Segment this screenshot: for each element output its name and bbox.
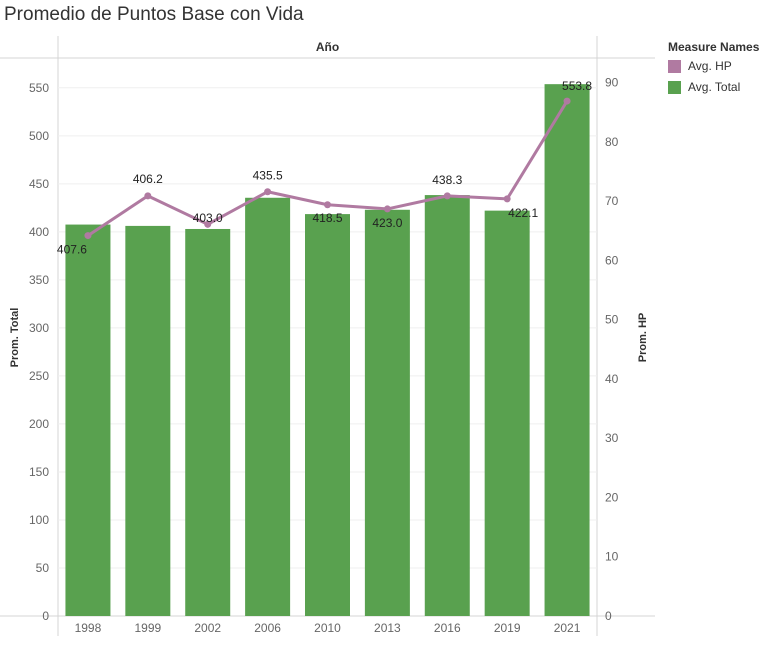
data-label: 438.3 [432, 173, 462, 187]
y-tick-label: 0 [42, 609, 49, 623]
data-label: 406.2 [133, 172, 163, 186]
y-tick-label: 150 [29, 465, 49, 479]
y2-tick-label: 20 [605, 490, 619, 504]
y-tick-label: 100 [29, 513, 49, 527]
bar-2006 [245, 197, 291, 616]
legend-swatch-avg-total [668, 80, 681, 94]
y2-axis-title: Prom. HP [637, 313, 649, 363]
y-tick-label: 50 [36, 561, 50, 575]
y2-tick-label: 60 [605, 253, 619, 267]
legend-title: Measure Names [668, 40, 760, 54]
y-tick-label: 300 [29, 321, 49, 335]
x-tick-label: 2010 [314, 621, 341, 635]
y2-tick-label: 50 [605, 313, 619, 327]
hp-point-2021 [563, 97, 571, 105]
data-label: 435.5 [253, 169, 283, 183]
hp-point-2019 [503, 195, 511, 203]
data-label: 418.5 [312, 211, 342, 225]
y2-tick-label: 80 [605, 135, 619, 149]
bar-2013 [364, 209, 410, 616]
y2-tick-label: 40 [605, 372, 619, 386]
y-tick-label: 450 [29, 177, 49, 191]
y-tick-label: 400 [29, 225, 49, 239]
data-label: 553.8 [562, 79, 592, 93]
y2-tick-label: 30 [605, 431, 619, 445]
bar-1998 [65, 224, 111, 616]
hp-point-2013 [383, 205, 391, 213]
hp-point-2002 [204, 220, 212, 228]
data-label: 407.6 [57, 243, 87, 257]
bar-2019 [484, 210, 530, 617]
data-label: 403.0 [193, 211, 223, 225]
hp-point-2016 [443, 192, 451, 200]
legend-item-avg-total[interactable]: Avg. Total [668, 80, 759, 94]
x-tick-label: 2006 [254, 621, 281, 635]
data-label: 423.0 [372, 216, 402, 230]
bar-2002 [185, 228, 231, 617]
x-tick-label: 2002 [194, 621, 221, 635]
y-tick-label: 350 [29, 273, 49, 287]
x-tick-label: 1999 [134, 621, 161, 635]
y-tick-label: 250 [29, 369, 49, 383]
y2-tick-label: 0 [605, 609, 612, 623]
bar-1999 [125, 225, 171, 616]
y2-tick-label: 10 [605, 550, 619, 564]
legend-label-avg-hp: Avg. HP [688, 59, 732, 73]
x-tick-label: 2013 [374, 621, 401, 635]
y2-tick-label: 70 [605, 194, 619, 208]
hp-point-2010 [324, 201, 331, 209]
legend-label-avg-total: Avg. Total [688, 80, 741, 94]
x-tick-label: 2021 [554, 621, 581, 635]
y-axis-title: Prom. Total [9, 308, 21, 368]
column-header: Año [316, 40, 339, 54]
y-tick-label: 500 [29, 129, 49, 143]
data-label: 422.1 [508, 206, 538, 220]
legend-swatch-avg-hp [668, 59, 681, 73]
x-tick-label: 1998 [75, 621, 102, 635]
x-tick-label: 2016 [434, 621, 461, 635]
y2-tick-label: 90 [605, 76, 619, 90]
x-tick-label: 2019 [494, 621, 521, 635]
legend-item-avg-hp[interactable]: Avg. HP [668, 59, 759, 73]
y-tick-label: 550 [29, 81, 49, 95]
legend: Measure Names Avg. HP Avg. Total [668, 40, 759, 101]
hp-point-2006 [264, 188, 272, 196]
bar-2021 [544, 84, 590, 617]
y-tick-label: 200 [29, 417, 49, 431]
hp-point-1999 [144, 192, 152, 200]
chart-title: Promedio de Puntos Base con Vida [4, 4, 304, 25]
bar-2010 [305, 214, 350, 616]
hp-point-1998 [84, 232, 92, 240]
bar-2016 [424, 195, 470, 616]
